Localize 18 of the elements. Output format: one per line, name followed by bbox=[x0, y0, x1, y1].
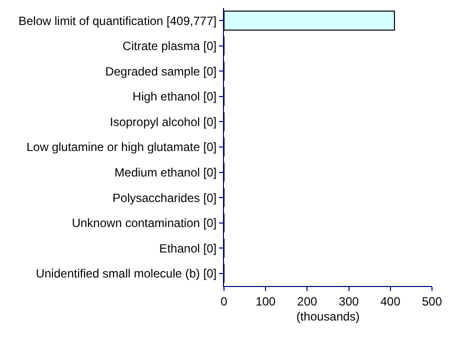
y-tick-label: Low glutamine or high glutamate [0] bbox=[26, 140, 217, 154]
y-tick-label: Degraded sample [0] bbox=[105, 64, 217, 78]
y-tick-label: Unidentified small molecule (b) [0] bbox=[36, 266, 217, 281]
x-tick-label: 300 bbox=[338, 294, 360, 308]
y-tick-label: High ethanol [0] bbox=[132, 90, 217, 104]
y-tick-label: Below limit of quantification [409,777] bbox=[18, 14, 217, 28]
x-tick-label: 0 bbox=[220, 294, 228, 308]
y-tick-label: Citrate plasma [0] bbox=[122, 39, 217, 54]
x-tick-label: 200 bbox=[297, 294, 318, 308]
x-axis-title: (thousands) bbox=[296, 309, 360, 324]
x-tick-label: 400 bbox=[380, 294, 401, 308]
x-tick-label: 500 bbox=[422, 294, 442, 308]
y-tick-label: Ethanol [0] bbox=[159, 241, 217, 256]
x-tick-label: 100 bbox=[256, 294, 276, 308]
y-tick-label: Medium ethanol [0] bbox=[114, 165, 217, 180]
y-tick-label: Polysaccharides [0] bbox=[112, 190, 217, 205]
y-tick-label: Isopropyl alcohol [0] bbox=[110, 114, 217, 129]
y-tick-label: Unknown contamination [0] bbox=[72, 216, 217, 230]
